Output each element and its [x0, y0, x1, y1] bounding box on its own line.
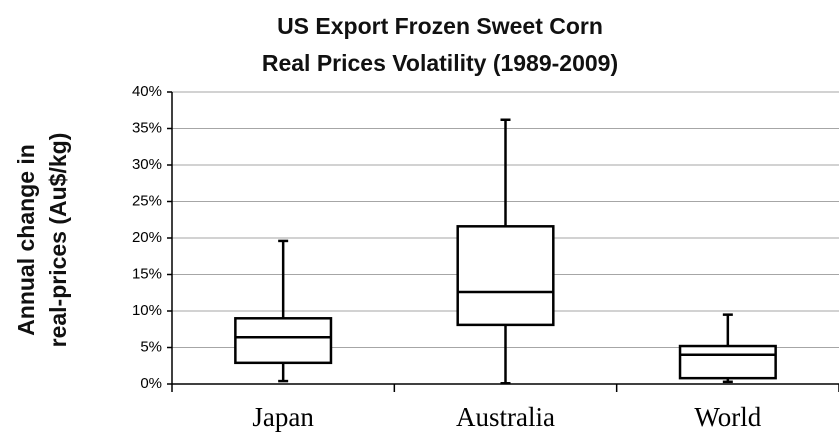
y-axis-label: Annual change in real-prices (Au$/kg): [13, 133, 71, 348]
y-tick-label: 15%: [132, 265, 162, 282]
y-tick-label: 25%: [132, 192, 162, 209]
box-body: [456, 225, 555, 327]
box: [678, 313, 777, 384]
x-tick-label: Australia: [456, 402, 555, 432]
chart-title: Real Prices Volatility (1989-2009): [262, 50, 618, 76]
box: [456, 118, 555, 385]
y-tick-label: 10%: [132, 302, 162, 319]
y-tick-label: 35%: [132, 119, 162, 136]
chart-title: US Export Frozen Sweet Corn: [277, 13, 603, 39]
y-tick-label: 0%: [140, 375, 162, 392]
y-tick-label: 5%: [140, 338, 162, 355]
y-tick-label: 20%: [132, 229, 162, 246]
box-body: [234, 317, 333, 365]
box-body: [678, 344, 777, 380]
y-axis-label-line: Annual change in: [13, 144, 39, 336]
y-axis-label-line: real-prices (Au$/kg): [45, 133, 71, 348]
y-tick-label: 40%: [132, 83, 162, 100]
x-tick-label: Japan: [252, 402, 314, 432]
x-tick-label: World: [694, 402, 761, 432]
y-tick-label: 30%: [132, 156, 162, 173]
box: [234, 239, 333, 383]
